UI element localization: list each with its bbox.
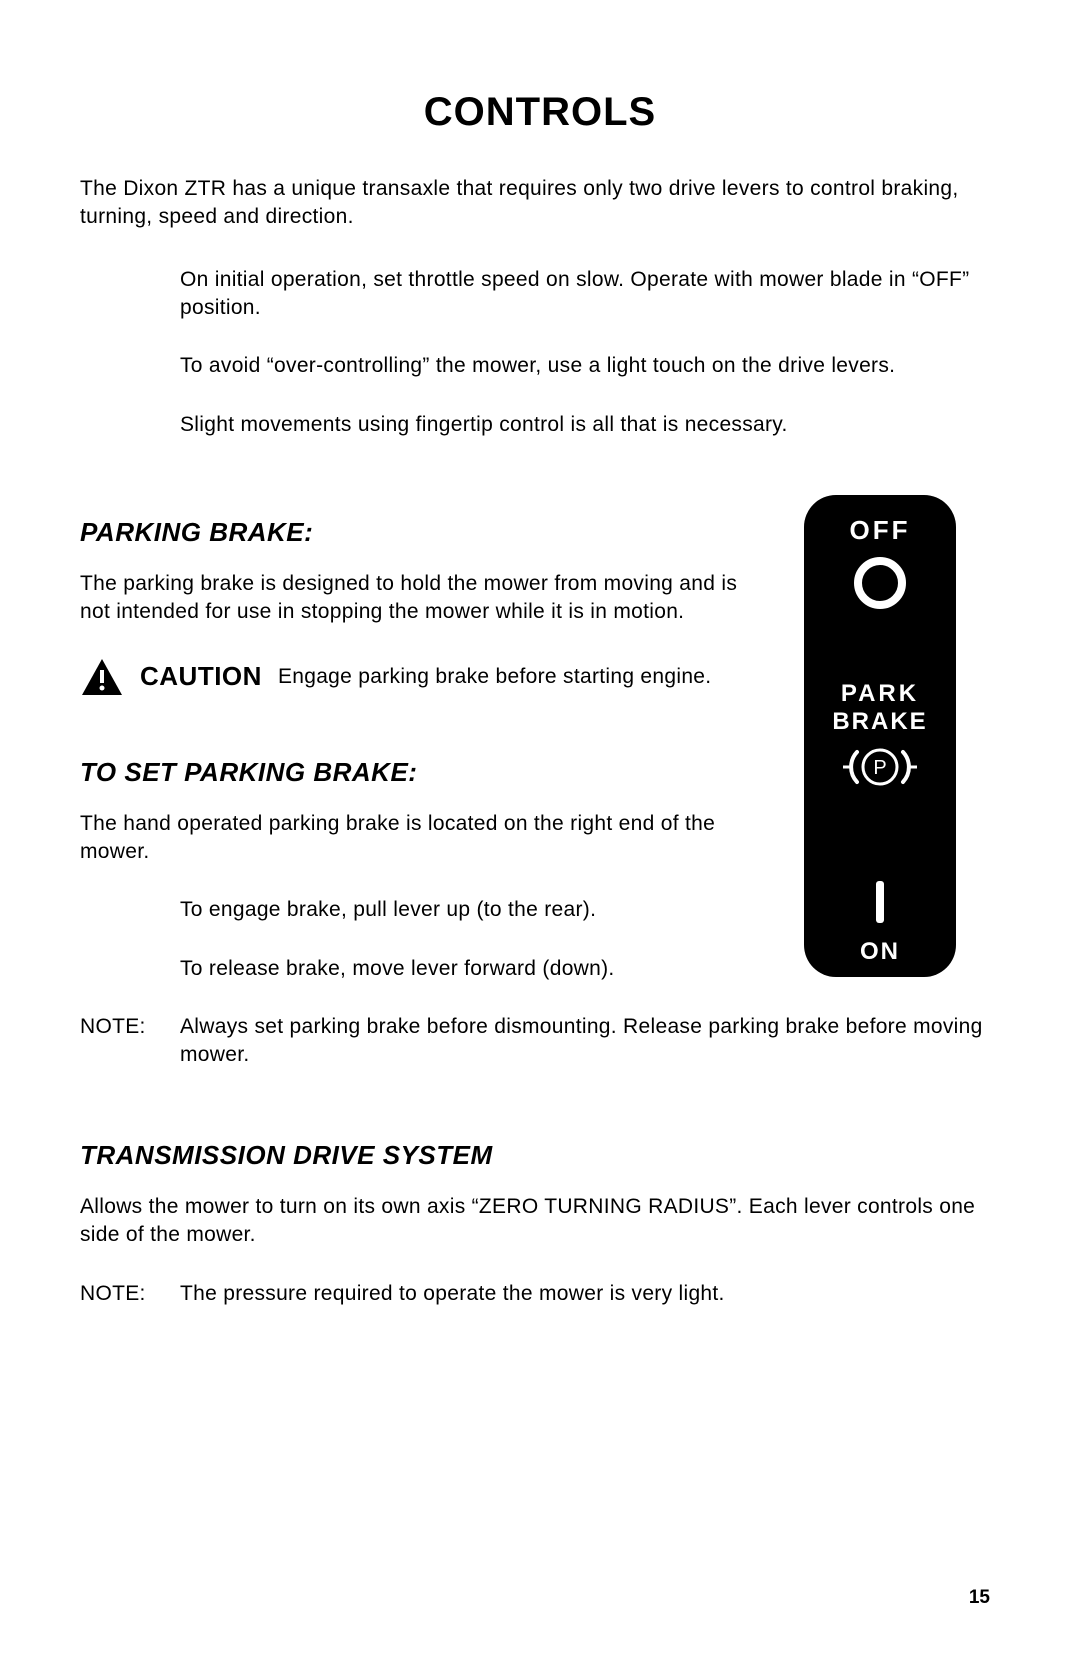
intro-points: On initial operation, set throttle speed…	[180, 266, 980, 439]
caution-label: CAUTION	[140, 661, 262, 692]
note-body: The pressure required to operate the mow…	[180, 1280, 1000, 1308]
to-set-heading: TO SET PARKING BRAKE:	[80, 757, 770, 788]
manual-page: CONTROLS The Dixon ZTR has a unique tran…	[0, 0, 1080, 1669]
brake-p-text: P	[873, 757, 886, 779]
note-label: NOTE:	[80, 1280, 160, 1308]
intro-point: Slight movements using fingertip control…	[180, 411, 980, 439]
parking-brake-text: The parking brake is designed to hold th…	[80, 570, 770, 627]
brake-label-column: OFF PARK BRAKE P ON	[800, 469, 1000, 1013]
to-set-step: To engage brake, pull lever up (to the r…	[180, 896, 770, 924]
warning-triangle-icon	[80, 657, 124, 697]
to-set-step: To release brake, move lever forward (do…	[180, 955, 770, 983]
page-number: 15	[969, 1587, 990, 1609]
brake-off-text: OFF	[850, 515, 911, 545]
parking-brake-left: PARKING BRAKE: The parking brake is desi…	[80, 469, 770, 1013]
to-set-steps: To engage brake, pull lever up (to the r…	[180, 896, 770, 983]
caution-block: CAUTION Engage parking brake before star…	[80, 657, 770, 697]
brake-on-text: ON	[860, 938, 900, 965]
intro-point: On initial operation, set throttle speed…	[180, 266, 980, 323]
transmission-text: Allows the mower to turn on its own axis…	[80, 1193, 1000, 1250]
brake-park-text: PARK	[841, 680, 919, 707]
transmission-note: NOTE: The pressure required to operate t…	[80, 1280, 1000, 1308]
parking-brake-heading: PARKING BRAKE:	[80, 517, 770, 548]
note-label: NOTE:	[80, 1013, 160, 1041]
intro-point: To avoid “over-controlling” the mower, u…	[180, 352, 980, 380]
brake-brake-text: BRAKE	[832, 708, 927, 735]
caution-text: Engage parking brake before starting eng…	[278, 663, 712, 690]
intro-paragraph: The Dixon ZTR has a unique transaxle tha…	[80, 175, 1000, 232]
to-set-text: The hand operated parking brake is locat…	[80, 810, 770, 867]
note-body: Always set parking brake before dismount…	[180, 1013, 1000, 1070]
page-title: CONTROLS	[80, 90, 1000, 135]
transmission-heading: TRANSMISSION DRIVE SYSTEM	[80, 1140, 1000, 1171]
park-brake-decal-icon: OFF PARK BRAKE P ON	[800, 491, 960, 981]
parking-brake-section: PARKING BRAKE: The parking brake is desi…	[80, 469, 1000, 1013]
to-set-note: NOTE: Always set parking brake before di…	[80, 1013, 1000, 1070]
